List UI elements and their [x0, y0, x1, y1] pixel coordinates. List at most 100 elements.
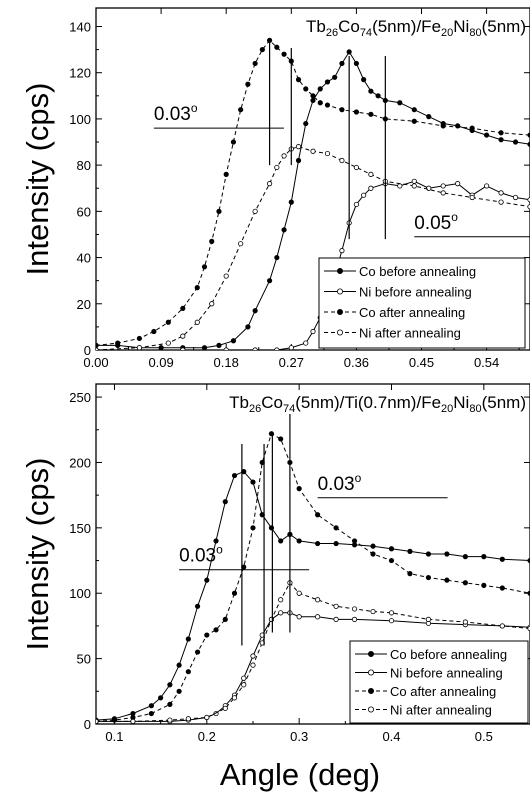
data-point: [483, 183, 490, 189]
y-tick-label: 80: [77, 158, 91, 173]
data-point: [499, 556, 505, 562]
data-point: [317, 86, 323, 92]
legend-marker: [367, 706, 374, 713]
data-point: [288, 345, 294, 350]
data-point: [201, 264, 208, 270]
data-point: [176, 662, 182, 668]
annotation-unit: o: [355, 471, 362, 485]
data-point: [250, 479, 256, 485]
data-point: [252, 347, 258, 350]
data-point: [180, 333, 186, 339]
data-point: [223, 273, 229, 279]
data-point: [333, 540, 339, 547]
data-point: [498, 130, 504, 136]
data-point: [245, 324, 251, 330]
data-point: [388, 618, 395, 624]
x-axis-label: Angle (deg): [220, 757, 380, 792]
data-point: [136, 345, 142, 350]
data-point: [268, 616, 275, 622]
x-tick-label: 0.18: [214, 355, 239, 370]
series-3: [96, 431, 530, 724]
chart-title: Tb26Co74(5nm)/Ti(0.7nm)/Fe20Ni80(5nm): [229, 393, 526, 415]
data-point: [455, 181, 461, 187]
data-point: [295, 144, 302, 150]
data-point: [310, 328, 316, 335]
data-point: [444, 551, 450, 557]
data-point: [266, 278, 273, 284]
data-point: [333, 603, 339, 609]
x-tick-label: 0.5: [475, 729, 493, 744]
x-tick-label: 0.54: [474, 355, 499, 370]
data-point: [268, 431, 275, 437]
data-point: [353, 201, 359, 208]
data-point: [194, 285, 200, 291]
data-point: [351, 616, 358, 622]
x-tick-label: 0.00: [83, 355, 108, 370]
data-point: [339, 60, 345, 67]
data-point: [315, 614, 321, 620]
data-point: [274, 164, 280, 171]
data-point: [407, 548, 413, 554]
title-subscript: 20: [441, 27, 453, 39]
data-point: [151, 328, 157, 335]
data-point: [209, 238, 215, 244]
data-point: [266, 181, 273, 187]
data-point: [241, 675, 247, 681]
data-point: [411, 107, 417, 113]
data-point: [222, 705, 228, 711]
x-tick-label: 0.1: [105, 729, 123, 744]
series-line: [96, 180, 530, 350]
data-point: [213, 538, 219, 544]
data-point: [278, 436, 284, 442]
data-point: [351, 538, 358, 544]
data-point: [499, 623, 505, 629]
data-point: [213, 627, 219, 633]
data-point: [353, 164, 359, 171]
data-point: [185, 716, 191, 722]
data-point: [165, 319, 171, 325]
data-point: [96, 718, 99, 724]
data-point: [462, 580, 468, 586]
data-point: [185, 636, 191, 642]
data-point: [368, 171, 374, 177]
title-segment: Tb: [306, 17, 326, 36]
data-point: [361, 77, 367, 83]
chart-title: Tb26Co74(5nm)/Fe20Ni80(5nm): [306, 17, 526, 39]
y-axis-label: Intensity (cps): [20, 458, 55, 651]
data-point: [167, 701, 173, 707]
data-point: [296, 538, 302, 544]
series-line: [96, 470, 530, 721]
data-point: [238, 241, 244, 247]
y-tick-label: 40: [77, 251, 91, 266]
data-point: [370, 608, 376, 615]
y-tick-label: 60: [77, 204, 91, 219]
y-tick-label: 200: [69, 455, 91, 470]
data-point: [303, 340, 309, 346]
data-point: [274, 254, 280, 261]
data-point: [303, 86, 309, 92]
data-point: [310, 93, 316, 99]
data-point: [411, 183, 417, 189]
title-subscript: 26: [326, 27, 338, 39]
title-segment: (5nm)/Fe: [372, 17, 441, 36]
y-tick-label: 0: [84, 343, 91, 358]
x-tick-label: 0.09: [148, 355, 173, 370]
data-point: [324, 150, 331, 157]
data-point: [440, 190, 446, 196]
data-point: [368, 88, 374, 94]
y-tick-label: 50: [77, 652, 91, 667]
annotation-label: 0.03o: [154, 101, 198, 125]
data-point: [194, 649, 201, 655]
data-point: [252, 208, 258, 214]
data-point: [278, 610, 284, 616]
annotation-value: 0.03: [179, 546, 216, 567]
data-point: [333, 616, 339, 622]
data-point: [315, 512, 321, 518]
data-point: [498, 199, 504, 205]
title-segment: Co: [338, 17, 360, 36]
data-point: [462, 619, 468, 625]
data-point: [148, 703, 155, 709]
data-point: [281, 153, 287, 159]
data-point: [136, 335, 142, 342]
y-tick-label: 150: [69, 521, 91, 536]
